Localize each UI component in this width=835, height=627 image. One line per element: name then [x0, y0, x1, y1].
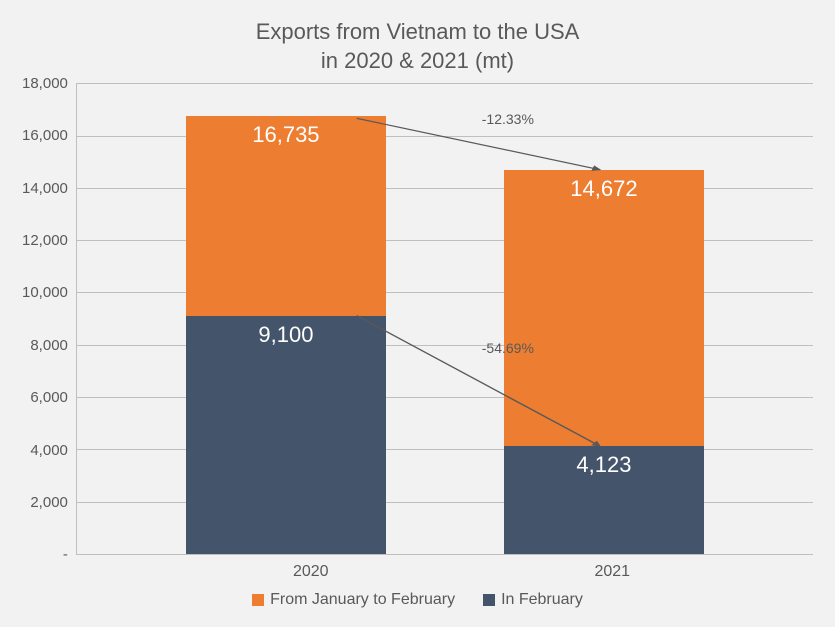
- legend-item: In February: [483, 591, 583, 609]
- x-axis-spacer: [22, 563, 110, 581]
- bar-group: 14,6724,123: [504, 83, 704, 554]
- legend-label: In February: [501, 591, 583, 609]
- legend: From January to February In February: [22, 591, 813, 609]
- plot-row: 18,00016,00014,00012,00010,0008,0006,000…: [22, 83, 813, 555]
- bar-segment-feb: 4,123: [504, 446, 704, 554]
- bars-layer: 16,7359,100 14,6724,123: [77, 83, 813, 554]
- chart-container: Exports from Vietnam to the USA in 2020 …: [22, 18, 813, 609]
- x-label: 2021: [512, 563, 712, 581]
- annotation-text: -54.69%: [482, 340, 534, 356]
- bar-group: 16,7359,100: [186, 83, 386, 554]
- y-axis: 18,00016,00014,00012,00010,0008,0006,000…: [22, 83, 76, 555]
- legend-label: From January to February: [270, 591, 455, 609]
- annotation-text: -12.33%: [482, 111, 534, 127]
- legend-swatch: [252, 594, 264, 606]
- legend-swatch: [483, 594, 495, 606]
- x-axis: 2020 2021: [22, 563, 813, 581]
- bar-segment-total: 14,672: [504, 170, 704, 446]
- x-axis-labels: 2020 2021: [110, 563, 813, 581]
- plot-area: 16,7359,100 14,6724,123 -12.33% -54.69%: [76, 83, 813, 555]
- x-label: 2020: [211, 563, 411, 581]
- bar-segment-feb: 9,100: [186, 316, 386, 554]
- chart-title-line1: Exports from Vietnam to the USA: [256, 19, 580, 44]
- legend-item: From January to February: [252, 591, 455, 609]
- chart-title-line2: in 2020 & 2021 (mt): [321, 48, 514, 73]
- chart-title: Exports from Vietnam to the USA in 2020 …: [22, 18, 813, 75]
- bar-segment-total: 16,735: [186, 116, 386, 316]
